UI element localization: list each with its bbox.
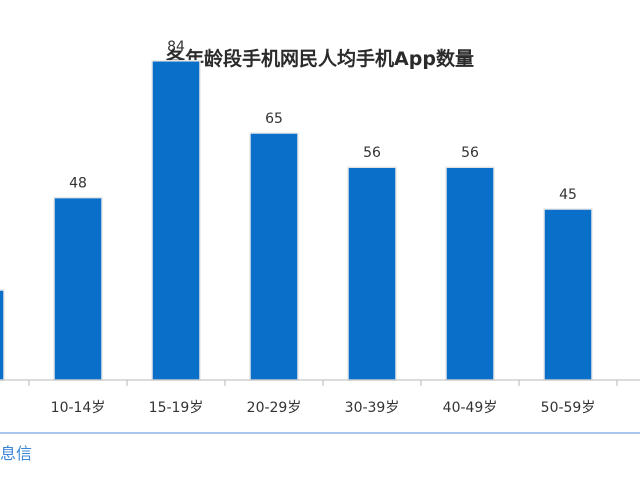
chart-title: 各年龄段手机网民人均手机App数量 <box>166 48 474 70</box>
x-tick-label-5: 40-49岁 <box>443 400 498 416</box>
bars-layer <box>0 60 593 381</box>
x-tick-label-4: 30-39岁 <box>345 400 400 416</box>
data-label-2: 84 <box>167 39 185 55</box>
bar-5 <box>445 166 495 381</box>
data-label-1: 48 <box>69 176 87 192</box>
x-tick-label-3: 20-29岁 <box>247 400 302 416</box>
data-label-4: 56 <box>363 145 381 161</box>
data-label-5: 56 <box>461 145 479 161</box>
x-tick-label-6: 50-59岁 <box>541 400 596 416</box>
data-labels-layer: 48 84 65 56 56 45 <box>69 39 577 203</box>
data-label-6: 45 <box>559 187 577 203</box>
source-note: 息信 <box>0 444 33 463</box>
bar-3 <box>249 132 299 381</box>
bar-2 <box>151 60 201 381</box>
bar-4 <box>347 166 397 381</box>
bar-0 <box>0 289 5 381</box>
x-tick-label-2: 15-19岁 <box>149 400 204 416</box>
bar-1 <box>53 196 103 381</box>
data-label-3: 65 <box>265 111 283 127</box>
bar-6 <box>543 208 593 381</box>
x-tick-label-1: 10-14岁 <box>51 400 106 416</box>
